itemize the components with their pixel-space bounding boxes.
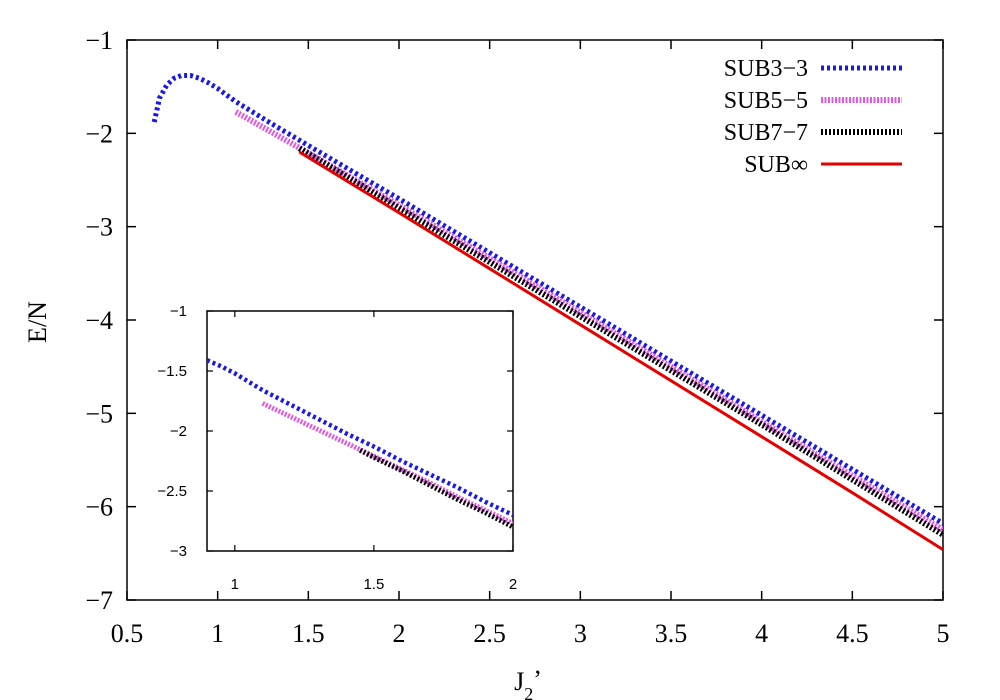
x-tick-label: 4.5 bbox=[836, 619, 869, 648]
x-tick-label: 5 bbox=[937, 619, 950, 648]
series-line-sub7-7 bbox=[297, 145, 943, 538]
inset-x-tick-label: 1 bbox=[231, 576, 239, 593]
x-tick-label: 1.5 bbox=[292, 619, 325, 648]
main-plot: 0.5 1 1.5 2 2.5 3 3.5 4 4.5 5 −7 −6 −5 −4 −3 −2 −1 bbox=[85, 26, 949, 648]
y-tick-label: −1 bbox=[85, 26, 113, 55]
y-tick-label: −6 bbox=[85, 493, 113, 522]
inset-y-tick-label: −2.5 bbox=[157, 483, 187, 500]
x-tick-label: 4 bbox=[755, 619, 768, 648]
inset-x-tick-label: 1.5 bbox=[363, 576, 384, 593]
x-axis-label: J2’ bbox=[514, 665, 542, 700]
legend: SUB3−3 SUB5−5 SUB7−7 SUB∞ bbox=[724, 56, 902, 178]
inset-y-tick-label: −1.5 bbox=[157, 363, 187, 380]
legend-label-subinf: SUB∞ bbox=[744, 152, 808, 178]
inset-series-line-sub7-7 bbox=[358, 447, 513, 530]
legend-label-sub3-3: SUB3−3 bbox=[724, 56, 808, 82]
y-tick-label: −5 bbox=[85, 399, 113, 428]
x-tick-label: 3.5 bbox=[655, 619, 688, 648]
x-tick-label: 3 bbox=[574, 619, 587, 648]
x-tick-label: 0.5 bbox=[111, 619, 144, 648]
legend-label-sub5-5: SUB5−5 bbox=[724, 88, 808, 114]
inset-plot-frame bbox=[206, 310, 514, 552]
inset-x-tick-label: 2 bbox=[509, 576, 517, 593]
x-tick-label: 2.5 bbox=[473, 619, 506, 648]
y-axis-label: E/N bbox=[23, 301, 52, 343]
inset-y-tick-label: −3 bbox=[170, 543, 187, 560]
y-tick-label: −4 bbox=[85, 306, 113, 335]
y-tick-label: −3 bbox=[85, 213, 113, 242]
y-tick-label: −7 bbox=[85, 586, 113, 615]
inset-y-tick-label: −2 bbox=[170, 423, 187, 440]
y-tick-label: −2 bbox=[85, 119, 113, 148]
x-tick-label: 2 bbox=[393, 619, 406, 648]
inset-series-line-sub5-5 bbox=[261, 401, 513, 526]
legend-label-sub7-7: SUB7−7 bbox=[724, 120, 808, 146]
x-tick-label: 1 bbox=[211, 619, 224, 648]
series-line-sub3-3 bbox=[151, 73, 943, 526]
series-line-subinf bbox=[298, 150, 943, 551]
inset-plot: 1 1.5 2 −3 −2.5 −2 −1.5 −1 bbox=[157, 303, 517, 593]
inset-y-tick-label: −1 bbox=[170, 303, 187, 320]
